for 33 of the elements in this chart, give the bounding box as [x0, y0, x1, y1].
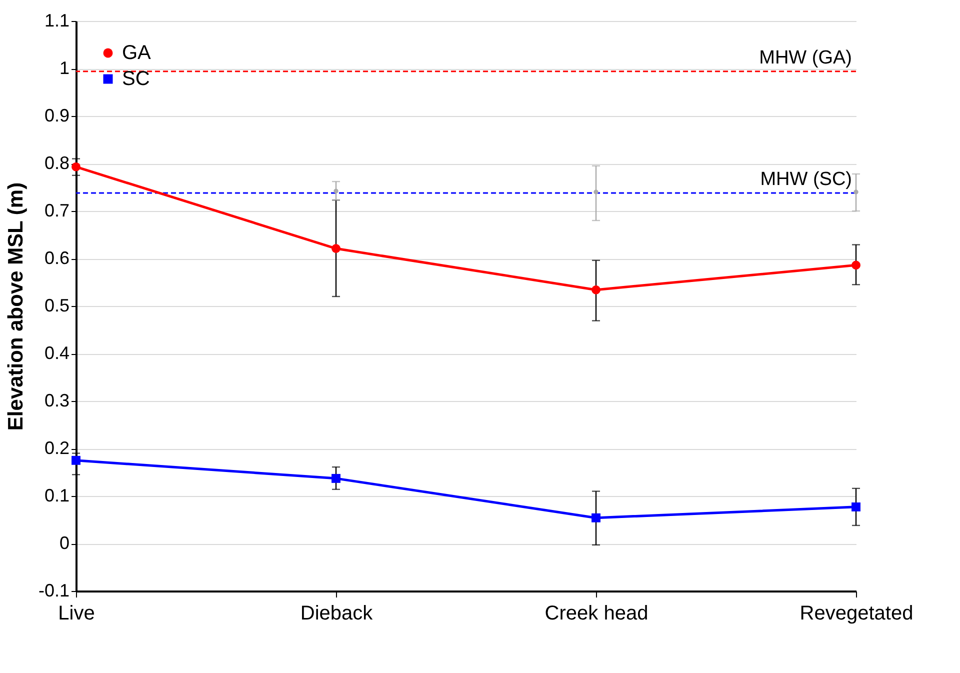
x-tick-label: Creek head	[544, 602, 648, 624]
x-tick-label: Dieback	[300, 602, 374, 624]
y-tick-label: 0.7	[44, 200, 70, 220]
y-tick-label: 0.5	[44, 296, 70, 316]
y-tick-label: 0.1	[44, 486, 70, 506]
y-tick-label: 0	[59, 533, 70, 553]
ref-line-label: MHW (SC)	[760, 168, 852, 190]
point	[332, 474, 340, 483]
legend-label: SC	[122, 68, 150, 90]
point	[334, 188, 338, 194]
ref-line-label: MHW (GA)	[759, 47, 852, 68]
y-tick-label: 1.1	[44, 10, 70, 30]
point	[594, 190, 598, 194]
y-axis-title: Elevation above MSL (m)	[4, 182, 28, 431]
legend-label: GA	[122, 42, 152, 64]
y-tick-label: 0.8	[44, 153, 70, 173]
point	[852, 260, 860, 270]
y-tick-label: 0.9	[44, 106, 70, 126]
y-tick-label: -0.1	[38, 580, 70, 600]
x-tick-label: Live	[58, 602, 95, 624]
point	[592, 513, 600, 522]
y-tick-label: 1	[59, 58, 70, 78]
point	[852, 502, 860, 512]
point	[72, 162, 80, 172]
y-tick-label: 0.4	[44, 343, 70, 363]
y-tick-label: 0.6	[44, 248, 70, 268]
point	[854, 190, 858, 194]
y-tick-label: 0.2	[44, 438, 70, 458]
point	[72, 456, 80, 465]
x-tick-label: Revegetated	[800, 602, 914, 624]
point	[332, 244, 340, 253]
y-tick-label: 0.3	[44, 390, 70, 410]
point	[592, 285, 600, 294]
